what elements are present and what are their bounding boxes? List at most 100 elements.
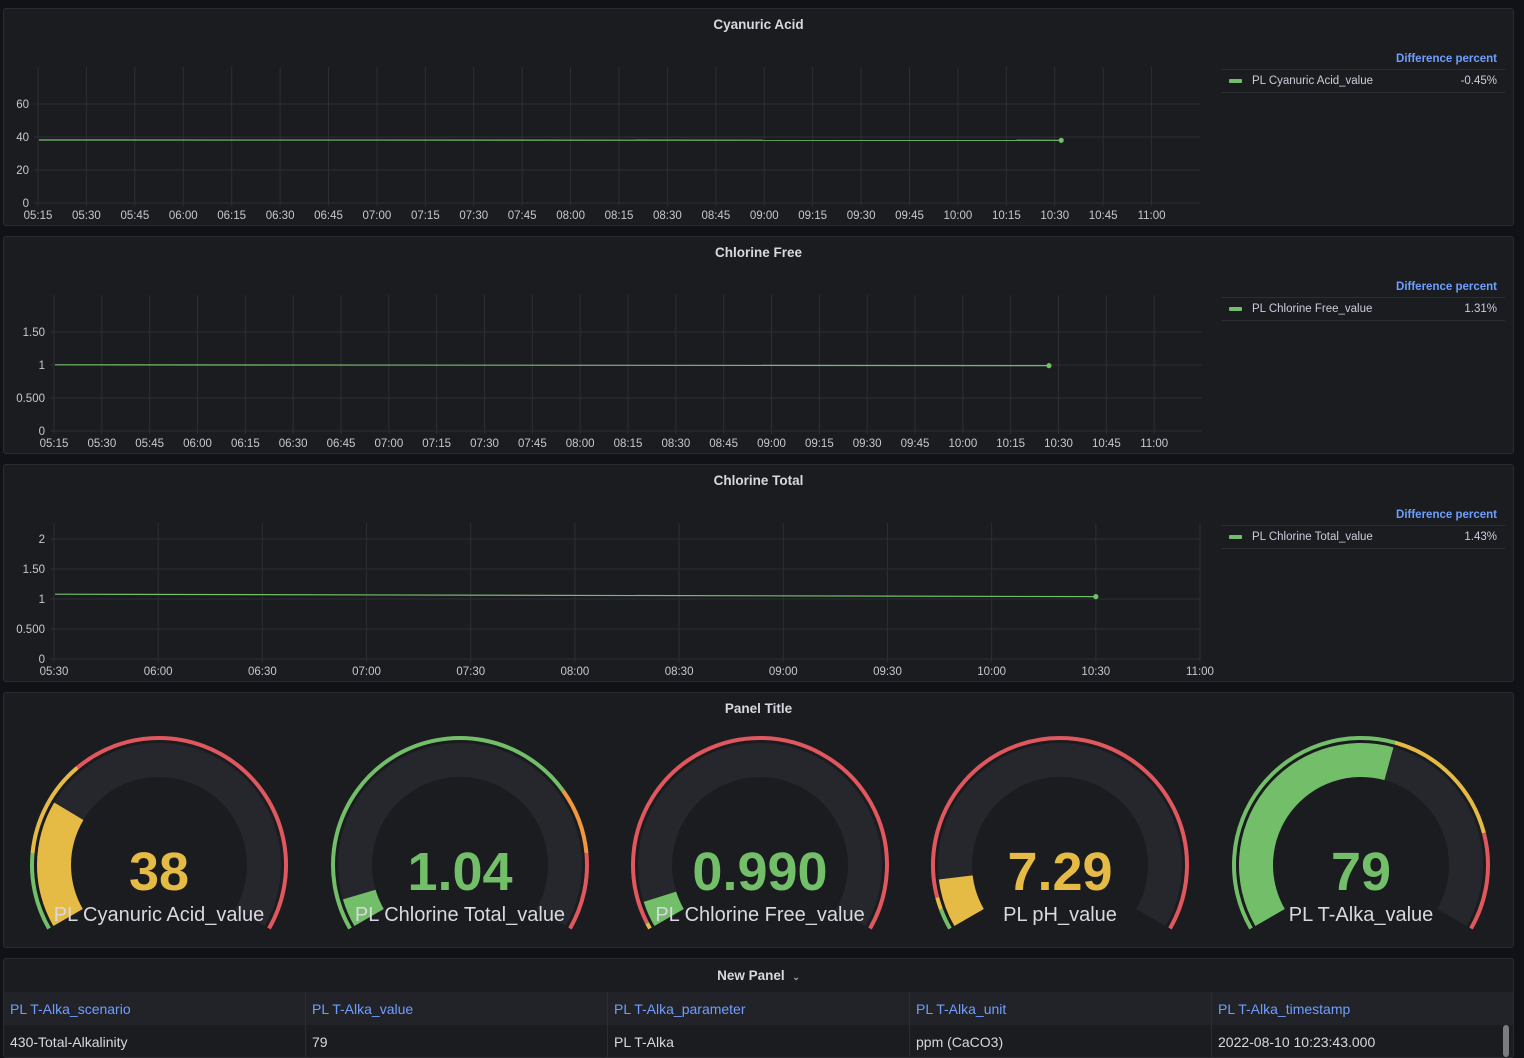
panel-title-text: New Panel <box>717 968 785 983</box>
x-tick-label: 09:15 <box>798 210 827 222</box>
data-point <box>1059 138 1064 143</box>
x-tick-label: 06:15 <box>217 210 246 222</box>
column-header[interactable]: PL T-Alka_timestamp <box>1212 992 1513 1025</box>
x-tick-label: 08:15 <box>614 438 643 450</box>
x-tick-label: 09:00 <box>769 666 798 678</box>
legend-header-difference-percent[interactable]: Difference percent <box>1221 281 1505 298</box>
column-header[interactable]: PL T-Alka_value <box>306 992 608 1025</box>
panel-title-menu[interactable]: New Panel ⌄ <box>4 968 1513 983</box>
chevron-down-icon: ⌄ <box>792 972 800 982</box>
x-tick-label: 07:30 <box>459 210 488 222</box>
gauge-value: 38 <box>129 842 189 902</box>
y-tick-label: 1.50 <box>23 327 45 339</box>
table-scrollbar[interactable] <box>1503 1025 1509 1057</box>
y-tick-label: 40 <box>16 132 29 144</box>
legend-series-name: PL Chlorine Free_value <box>1252 303 1464 315</box>
y-tick-label: 0 <box>39 426 45 438</box>
y-tick-label: 1 <box>39 594 45 606</box>
x-tick-label: 07:45 <box>508 210 537 222</box>
x-tick-label: 10:00 <box>948 438 977 450</box>
x-tick-label: 05:45 <box>120 210 149 222</box>
x-tick-label: 08:30 <box>661 438 690 450</box>
x-tick-label: 06:45 <box>327 438 356 450</box>
gauge-value: 0.990 <box>692 842 827 902</box>
x-tick-label: 10:30 <box>1040 210 1069 222</box>
x-tick-label: 07:00 <box>374 438 403 450</box>
table-panel: New Panel ⌄ PL T-Alka_scenario PL T-Alka… <box>3 958 1514 1058</box>
x-tick-label: 05:30 <box>72 210 101 222</box>
x-tick-label: 06:45 <box>314 210 343 222</box>
x-tick-label: 05:15 <box>40 438 69 450</box>
x-tick-label: 10:00 <box>944 210 973 222</box>
x-tick-label: 07:00 <box>363 210 392 222</box>
series-color-swatch <box>1229 79 1242 83</box>
x-tick-label: 10:15 <box>992 210 1021 222</box>
x-tick-label: 07:45 <box>518 438 547 450</box>
legend-header-difference-percent[interactable]: Difference percent <box>1221 509 1505 526</box>
x-tick-label: 11:00 <box>1186 666 1214 678</box>
legend-series-value: -0.45% <box>1461 75 1497 87</box>
legend: Difference percent PL Cyanuric Acid_valu… <box>1221 53 1505 93</box>
legend-series-name: PL Cyanuric Acid_value <box>1252 75 1461 87</box>
table-header-row: PL T-Alka_scenario PL T-Alka_value PL T-… <box>4 992 1513 1025</box>
legend-header-difference-percent[interactable]: Difference percent <box>1221 53 1505 70</box>
legend-item[interactable]: PL Cyanuric Acid_value -0.45% <box>1221 70 1505 93</box>
x-tick-label: 09:30 <box>853 438 882 450</box>
series-color-swatch <box>1229 535 1242 539</box>
x-tick-label: 07:00 <box>352 666 381 678</box>
x-tick-label: 11:00 <box>1138 210 1166 222</box>
table-cell: ppm (CaCO3) <box>910 1025 1212 1058</box>
x-tick-label: 08:00 <box>556 210 585 222</box>
x-tick-label: 08:00 <box>561 666 590 678</box>
x-tick-label: 10:30 <box>1081 666 1110 678</box>
data-point <box>1046 363 1051 368</box>
x-tick-label: 09:45 <box>895 210 924 222</box>
x-tick-label: 09:45 <box>901 438 930 450</box>
x-tick-label: 10:45 <box>1092 438 1121 450</box>
table-row: 430-Total-Alkalinity 79 PL T-Alka ppm (C… <box>4 1025 1513 1058</box>
y-tick-label: 0.500 <box>16 624 45 636</box>
x-tick-label: 08:45 <box>709 438 738 450</box>
legend: Difference percent PL Chlorine Total_val… <box>1221 509 1505 549</box>
legend-item[interactable]: PL Chlorine Total_value 1.43% <box>1221 526 1505 549</box>
y-tick-label: 0 <box>39 654 45 666</box>
x-tick-label: 10:15 <box>996 438 1025 450</box>
x-tick-label: 09:30 <box>873 666 902 678</box>
gauge-threshold-arc <box>647 923 648 924</box>
x-tick-label: 05:45 <box>135 438 164 450</box>
x-tick-label: 08:00 <box>566 438 595 450</box>
column-header[interactable]: PL T-Alka_unit <box>910 992 1212 1025</box>
column-header[interactable]: PL T-Alka_parameter <box>608 992 910 1025</box>
x-tick-label: 06:00 <box>169 210 198 222</box>
gauge-label: PL Chlorine Total_value <box>355 904 565 926</box>
table-cell: 430-Total-Alkalinity <box>4 1025 306 1058</box>
x-tick-label: 09:30 <box>847 210 876 222</box>
y-tick-label: 1.50 <box>23 564 45 576</box>
x-tick-label: 05:15 <box>24 210 53 222</box>
column-header[interactable]: PL T-Alka_scenario <box>4 992 306 1025</box>
x-tick-label: 10:30 <box>1044 438 1073 450</box>
y-tick-label: 0 <box>23 198 29 210</box>
x-tick-label: 06:30 <box>248 666 277 678</box>
x-tick-label: 09:00 <box>757 438 786 450</box>
x-tick-label: 07:15 <box>411 210 440 222</box>
x-tick-label: 05:30 <box>87 438 116 450</box>
x-tick-label: 07:30 <box>456 666 485 678</box>
panel-title[interactable]: Panel Title <box>4 701 1513 716</box>
legend-item[interactable]: PL Chlorine Free_value 1.31% <box>1221 298 1505 321</box>
gauge-label: PL T-Alka_value <box>1289 904 1434 926</box>
legend-series-value: 1.43% <box>1464 531 1497 543</box>
x-tick-label: 06:30 <box>266 210 295 222</box>
gauge-value: 79 <box>1331 842 1391 902</box>
chart-cyanuric-acid[interactable]: 05:15 05:30 05:45 06:00 06:15 06:30 06:45 07:00… <box>4 9 1214 226</box>
x-tick-label: 08:15 <box>605 210 634 222</box>
